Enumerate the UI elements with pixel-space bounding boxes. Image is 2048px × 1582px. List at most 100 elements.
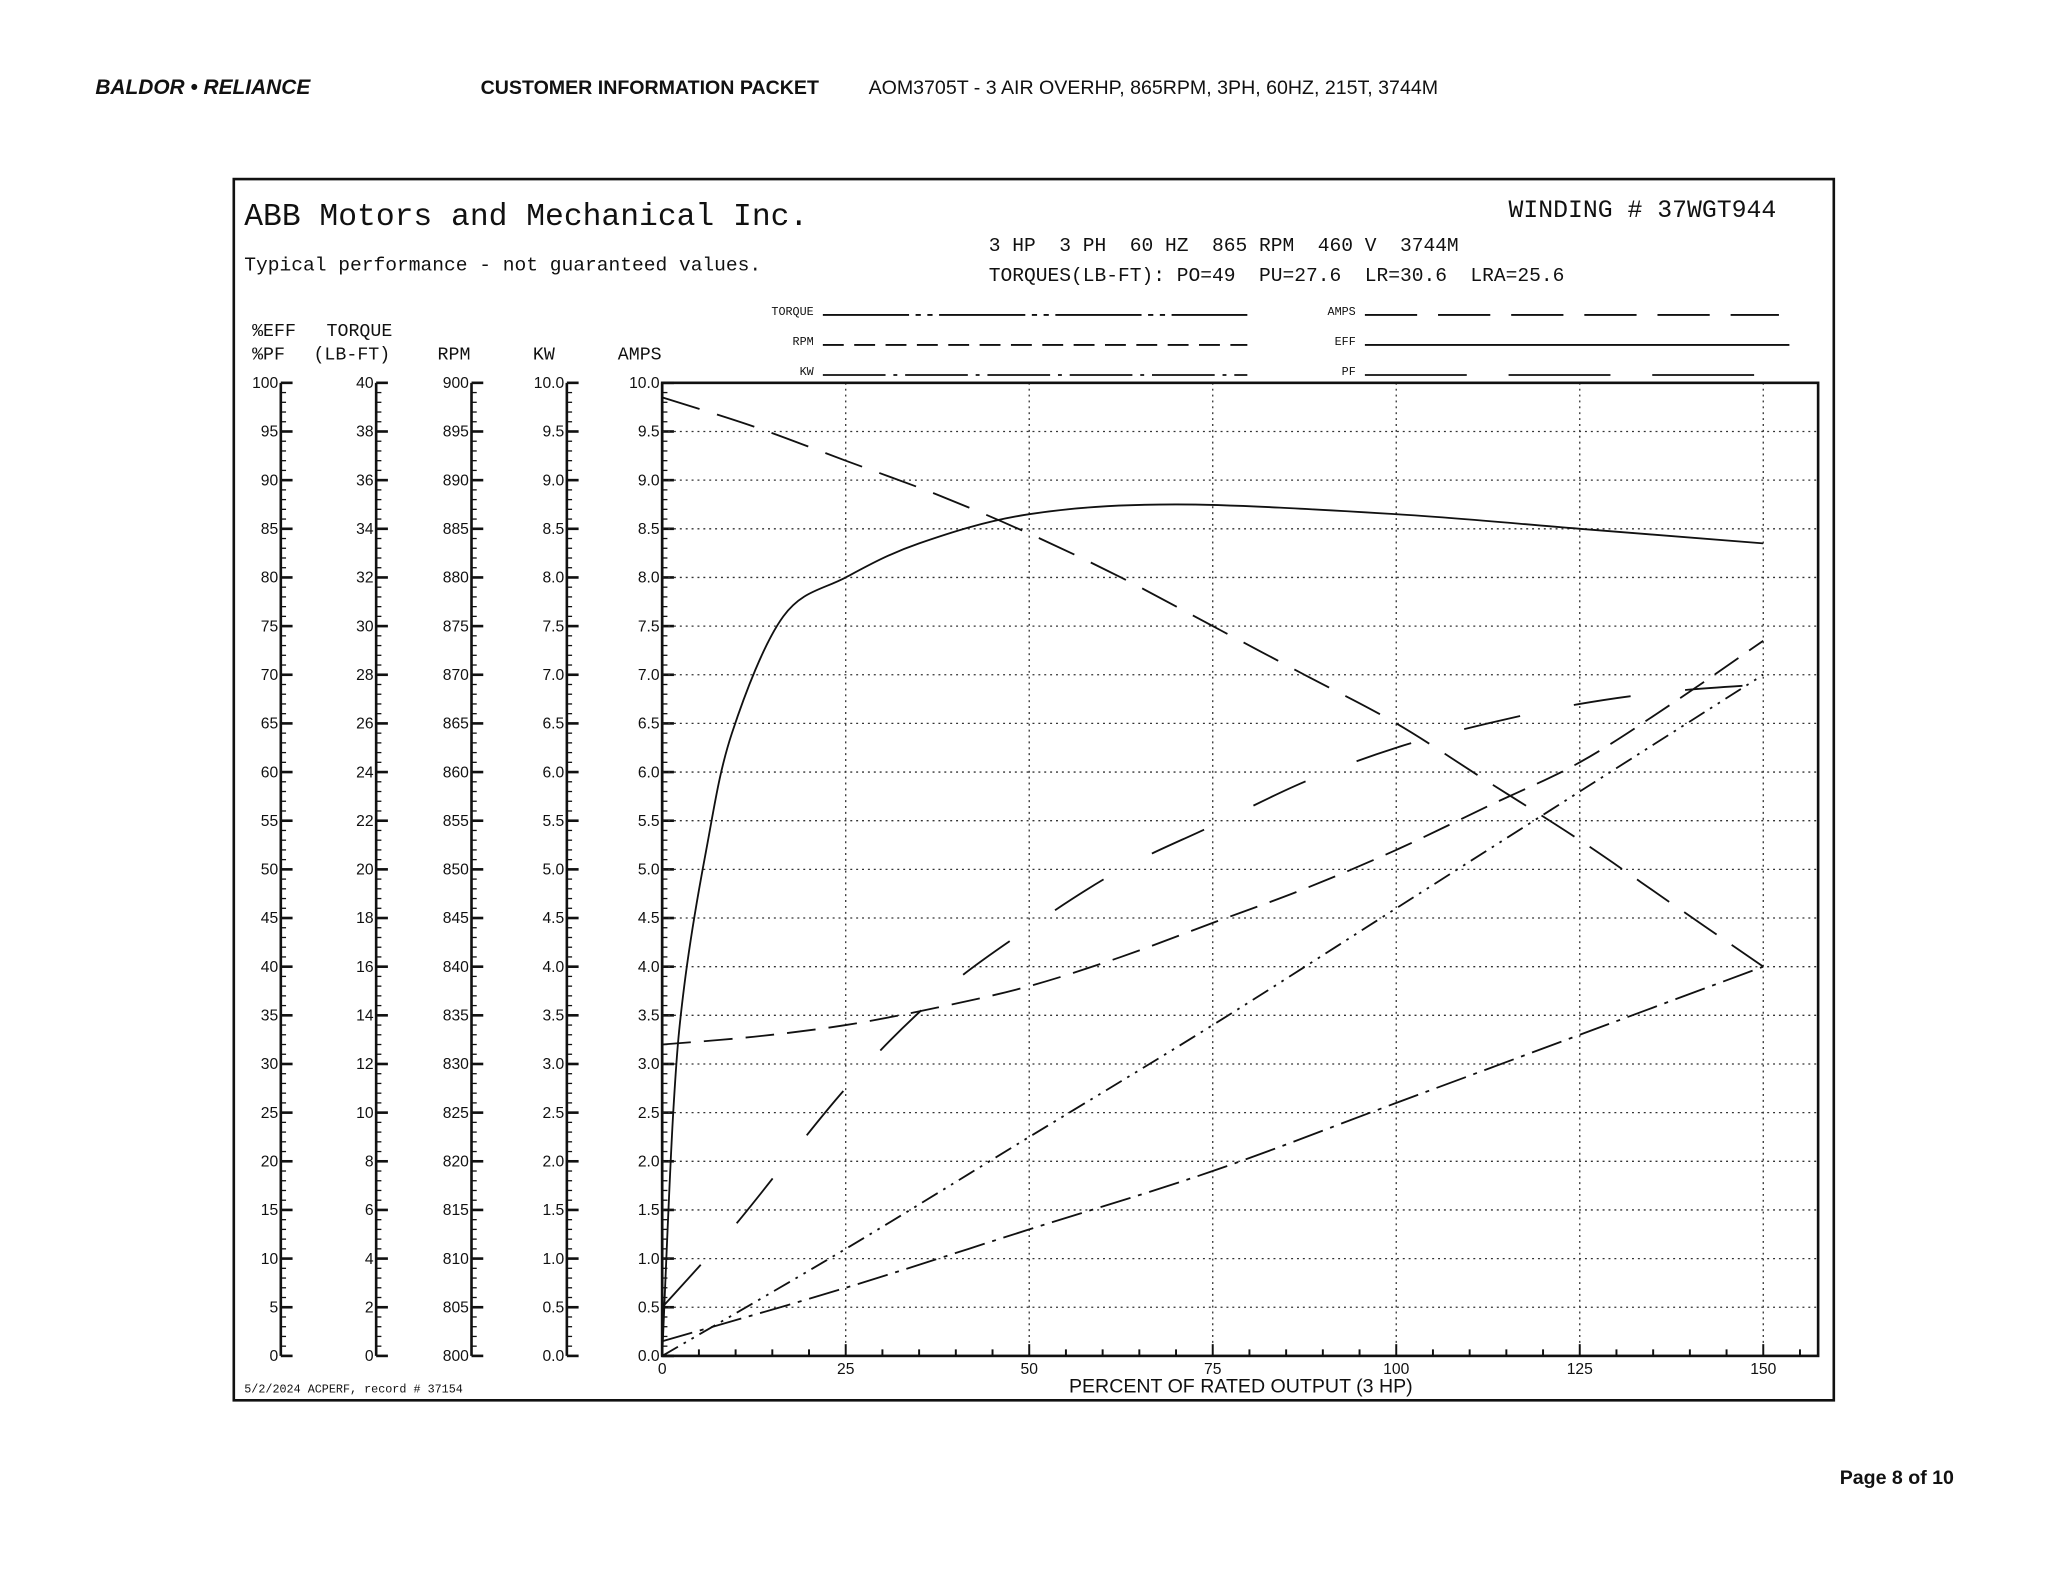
axis-tick-label: 8	[365, 1154, 374, 1171]
axis-tick-label: 835	[443, 1008, 469, 1025]
axis-tick-label: 870	[443, 667, 469, 684]
x-tick-label: 100	[1383, 1361, 1409, 1378]
axis-tick-label: 1.0	[638, 1251, 660, 1268]
series-lines	[661, 396, 1764, 1357]
axis-tick-label: 6.5	[638, 716, 660, 733]
legend-label: RPM	[793, 335, 814, 349]
axis-tick-label: 10.0	[629, 375, 660, 392]
axis-tick-label: 885	[443, 521, 469, 538]
axis-tick-label: 820	[443, 1154, 469, 1171]
legend-entry-torque: TORQUE	[771, 305, 1248, 319]
axis-tick-label: 25	[261, 1105, 279, 1122]
axis-tick-label: 18	[356, 910, 374, 927]
value-axes: 0510152025303540455055606570758085909510…	[252, 322, 674, 1365]
legend-entry-eff: EFF	[1335, 335, 1790, 349]
axis-tick-label: 3.0	[542, 1056, 564, 1073]
axis-tick-label: 75	[261, 618, 279, 635]
legend-entry-rpm: RPM	[793, 335, 1248, 349]
x-tick-label: 150	[1750, 1361, 1776, 1378]
axis-tick-label: 80	[261, 570, 279, 587]
axis-tick-label: 2	[365, 1299, 374, 1316]
x-tick-label: 50	[1021, 1361, 1039, 1378]
x-tick-label: 75	[1204, 1361, 1222, 1378]
legend-entry-pf: PF	[1342, 365, 1759, 379]
axis-tick-label: 26	[356, 716, 374, 733]
axis-tick-label: 850	[443, 862, 469, 879]
axis-tick-label: 0.5	[638, 1299, 660, 1316]
series-amps	[661, 396, 1764, 968]
axis-tick-label: 3.5	[542, 1008, 564, 1025]
axis-tick-label: 65	[261, 716, 279, 733]
axis-tick-label: 85	[261, 521, 279, 538]
axis-tick-label: 0.5	[542, 1299, 564, 1316]
axis-tick-label: 890	[443, 472, 469, 489]
axis-tick-label: 10	[356, 1105, 374, 1122]
axis-title: TORQUE	[327, 322, 393, 342]
axis-tick-label: 32	[356, 570, 373, 587]
brand-logo: BALDOR • RELIANCE	[95, 76, 311, 99]
axis-tick-label: 6.0	[542, 764, 564, 781]
axis-title: KW	[533, 345, 555, 365]
axis-tick-label: 40	[261, 959, 279, 976]
torque-ratings: TORQUES(LB-FT): PO=49 PU=27.6 LR=30.6 LR…	[989, 265, 1565, 287]
axis-tick-label: 9.0	[638, 472, 660, 489]
page-number: Page 8 of 10	[1840, 1467, 1954, 1489]
axis-tick-label: 895	[443, 424, 469, 441]
record-info: 5/2/2024 ACPERF, record # 37154	[244, 1382, 463, 1396]
x-tick-label: 25	[837, 1361, 855, 1378]
series-rpm	[662, 639, 1764, 1046]
axis-title: RPM	[438, 345, 471, 365]
axis-tick-label: 7.0	[542, 667, 564, 684]
axis-tick-label: 845	[443, 910, 469, 927]
legend-entry-amps: AMPS	[1328, 305, 1779, 319]
axis-torque: 0246810121416182022242628303234363840TOR…	[313, 322, 392, 1365]
axis-tick-label: 840	[443, 959, 469, 976]
axis-tick-label: 55	[261, 813, 279, 830]
legend-label: KW	[800, 365, 815, 379]
axis-tick-label: 40	[356, 375, 374, 392]
axis-tick-label: 0	[269, 1348, 278, 1365]
axis-tick-label: 20	[261, 1154, 279, 1171]
axis-tick-label: 815	[443, 1202, 469, 1219]
axis-title: %PF	[252, 345, 285, 365]
winding-number: WINDING # 37WGT944	[1508, 197, 1776, 225]
axis-tick-label: 900	[443, 375, 469, 392]
axis-tick-label: 7.5	[638, 618, 660, 635]
axis-tick-label: 15	[261, 1202, 279, 1219]
axis-tick-label: 0.0	[638, 1348, 660, 1365]
axis-tick-label: 4	[365, 1251, 374, 1268]
axis-tick-label: 28	[356, 667, 374, 684]
axis-tick-label: 3.5	[638, 1008, 660, 1025]
axis-kw: 0.0 0.5 1.0 1.5 2.0 2.5 3.0 3.5 4.0 4.5 5.0 5.5 6.0 6…	[533, 345, 579, 1365]
axis-tick-label: 4.5	[542, 910, 564, 927]
axis-tick-label: 4.5	[638, 910, 660, 927]
axis-effpf: 0 5 10 15 20 25 30 35 40 45 50 55 60 65 70 75 80 85 90 95 10…	[252, 322, 296, 1365]
motor-ratings: 3 HP 3 PH 60 HZ 865 RPM 460 V 3744M	[989, 235, 1459, 257]
axis-tick-label: 7.0	[638, 667, 660, 684]
axis-title: AMPS	[618, 345, 662, 365]
axis-tick-label: 16	[356, 959, 374, 976]
axis-tick-label: 10	[261, 1251, 279, 1268]
axis-tick-label: 855	[443, 813, 469, 830]
disclaimer: Typical performance - not guaranteed val…	[244, 255, 761, 277]
legend: TORQUE RPM KW AMPS EFF PF	[771, 305, 1790, 379]
axis-tick-label: 860	[443, 764, 469, 781]
legend-label: TORQUE	[771, 305, 813, 319]
axis-tick-label: 9.0	[542, 472, 564, 489]
x-axis: 0 25 50 75 100 125 150	[658, 1344, 1801, 1378]
axis-tick-label: 30	[261, 1056, 279, 1073]
x-tick-label: 125	[1567, 1361, 1593, 1378]
axis-tick-label: 70	[261, 667, 279, 684]
axis-tick-label: 34	[356, 521, 374, 538]
axis-tick-label: 3.0	[638, 1056, 660, 1073]
axis-tick-label: 9.5	[542, 424, 564, 441]
axis-tick-label: 30	[356, 618, 374, 635]
series-kw	[661, 965, 1764, 1343]
axis-tick-label: 14	[356, 1008, 374, 1025]
axis-tick-label: 830	[443, 1056, 469, 1073]
x-tick-label: 0	[658, 1361, 667, 1378]
axis-tick-label: 60	[261, 764, 279, 781]
axis-tick-label: 810	[443, 1251, 469, 1268]
axis-tick-label: 4.0	[542, 959, 564, 976]
